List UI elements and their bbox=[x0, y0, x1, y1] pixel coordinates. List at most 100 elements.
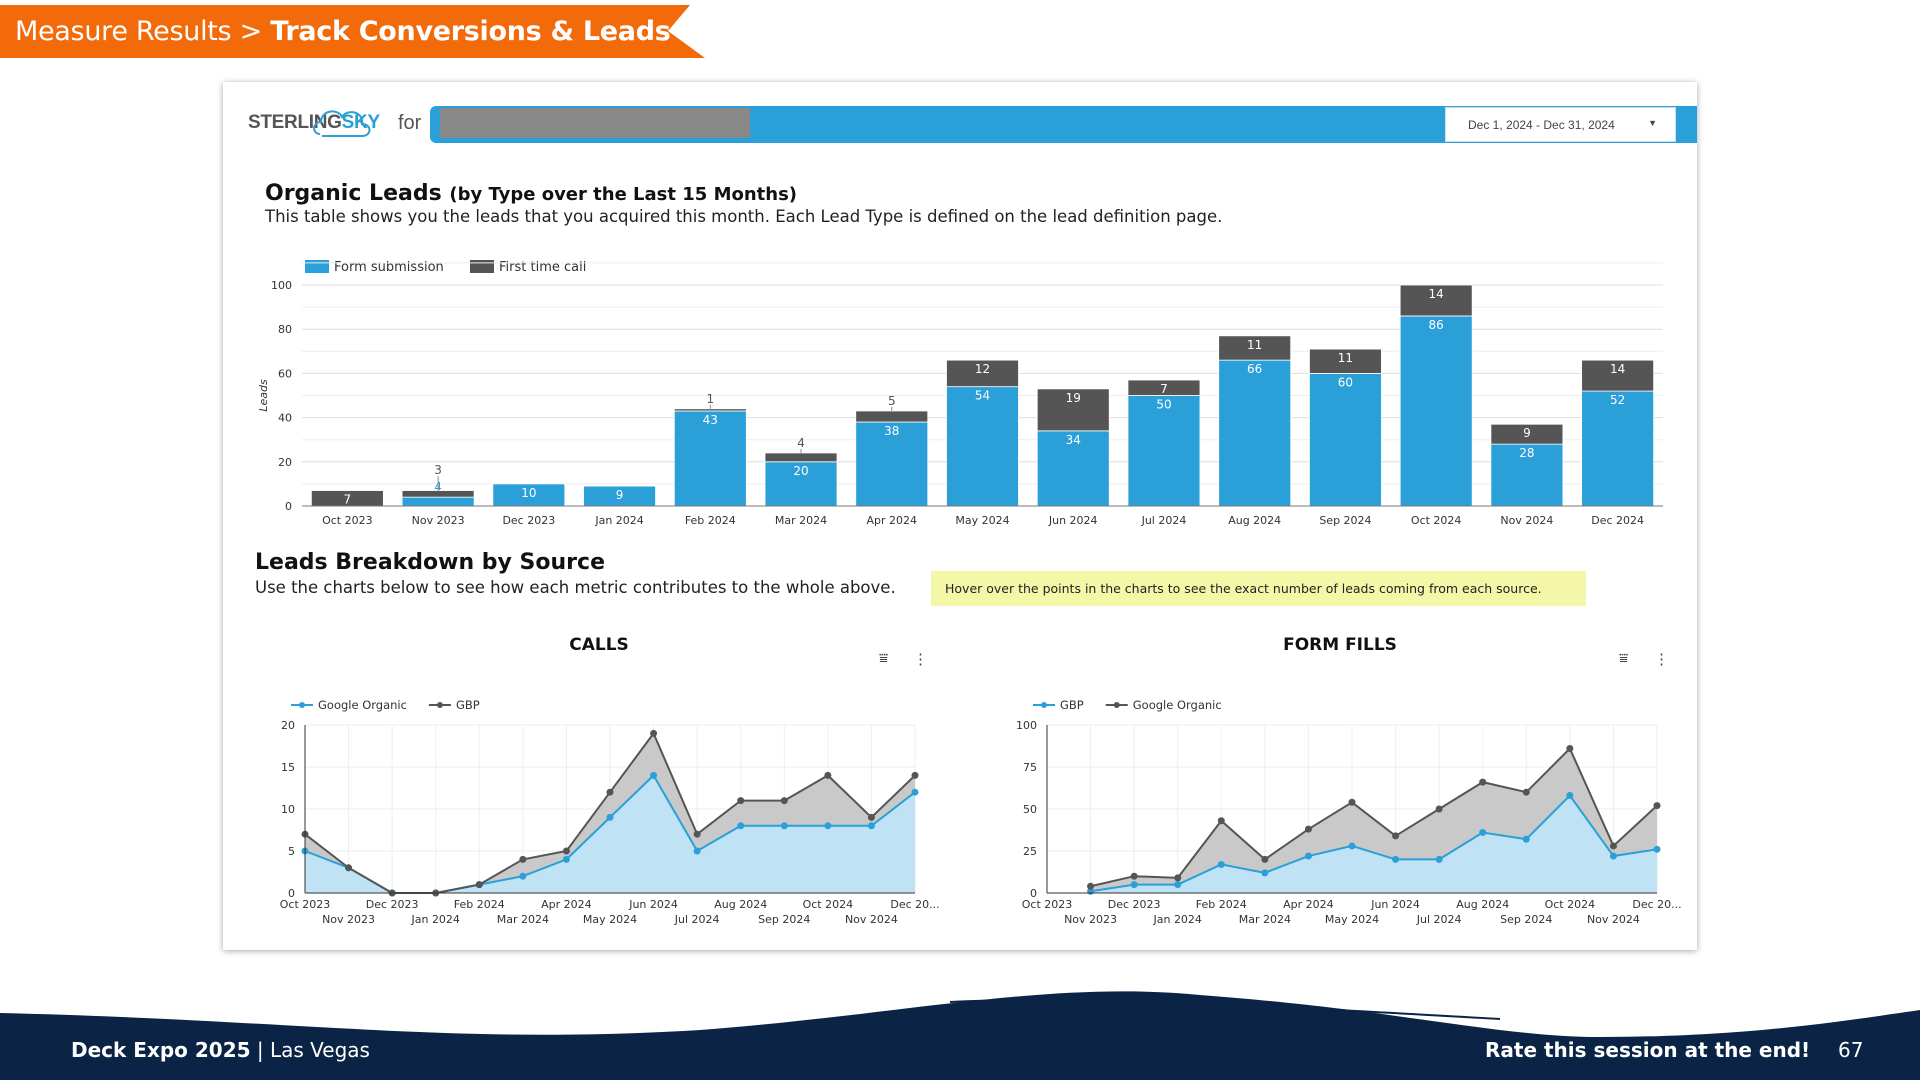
data-point bbox=[1348, 842, 1356, 850]
x-tick-label: Apr 2024 bbox=[1283, 898, 1334, 911]
data-point bbox=[1609, 842, 1617, 850]
y-tick-label: 40 bbox=[278, 412, 292, 425]
legend-swatch bbox=[305, 260, 329, 273]
y-tick-label: 25 bbox=[1023, 845, 1037, 858]
bar-data-label: 28 bbox=[1519, 446, 1534, 460]
area-gbp bbox=[1090, 795, 1657, 893]
x-tick-label: Dec 2023 bbox=[1108, 898, 1161, 911]
x-tick-label: Dec 2024 bbox=[1591, 514, 1644, 527]
x-tick-label: Jan 2024 bbox=[594, 514, 643, 527]
bar-first-time-call bbox=[946, 359, 1019, 388]
for-label: for bbox=[398, 112, 422, 134]
x-tick-label: Apr 2024 bbox=[867, 514, 918, 527]
filter-icon[interactable]: ⩸ bbox=[1619, 650, 1629, 667]
y-tick-label: 20 bbox=[278, 456, 292, 469]
x-tick-label: Dec 2023 bbox=[502, 514, 555, 527]
x-tick-label: Dec 2023 bbox=[366, 898, 419, 911]
bar-data-label: 9 bbox=[1523, 426, 1531, 440]
bar-form-submission bbox=[1399, 315, 1473, 507]
data-point bbox=[1304, 852, 1312, 860]
bar-form-submission bbox=[1036, 430, 1110, 507]
x-tick-label: May 2024 bbox=[1325, 913, 1379, 926]
banner-shape bbox=[0, 5, 705, 58]
data-point bbox=[1130, 872, 1138, 880]
data-point bbox=[1130, 881, 1138, 889]
bar-form-submission bbox=[1218, 359, 1292, 507]
breakdown-title: Leads Breakdown by Source bbox=[255, 550, 605, 575]
more-vert-icon[interactable]: ⋮ bbox=[1654, 651, 1669, 668]
bar-data-label: 3 bbox=[434, 463, 442, 477]
data-point bbox=[606, 788, 614, 796]
x-tick-label: Oct 2023 bbox=[280, 898, 331, 911]
x-tick-label: Nov 2023 bbox=[412, 514, 465, 527]
date-range-picker[interactable]: Dec 1, 2024 - Dec 31, 2024 ▼ bbox=[1445, 107, 1676, 142]
data-point bbox=[1304, 825, 1312, 833]
data-point bbox=[519, 855, 527, 863]
x-tick-label: Oct 2024 bbox=[1545, 898, 1596, 911]
legend-marker bbox=[299, 702, 305, 708]
y-tick-label: 100 bbox=[1016, 719, 1037, 732]
data-point bbox=[1261, 869, 1269, 877]
data-point bbox=[1392, 855, 1400, 863]
bar-data-label: 1 bbox=[706, 392, 714, 406]
footer-wave bbox=[0, 991, 1920, 1080]
y-tick-label: 60 bbox=[278, 367, 292, 380]
filter-icon[interactable]: ⩸ bbox=[879, 650, 889, 667]
data-point bbox=[650, 729, 658, 737]
y-tick-label: 100 bbox=[271, 279, 292, 292]
x-tick-label: Aug 2024 bbox=[714, 898, 767, 911]
x-tick-label: Dec 20... bbox=[890, 898, 939, 911]
x-tick-label: Aug 2024 bbox=[1228, 514, 1281, 527]
bar-data-label: 34 bbox=[1066, 433, 1081, 447]
bar-data-label: 14 bbox=[1429, 287, 1444, 301]
redacted-client-name bbox=[440, 108, 750, 138]
legend-label: Form submission bbox=[334, 260, 444, 275]
bar-data-label: 10 bbox=[521, 486, 536, 500]
data-point bbox=[1566, 745, 1574, 753]
organic-leads-description: This table shows you the leads that you … bbox=[265, 207, 1223, 226]
bar-form-submission bbox=[1309, 373, 1382, 507]
more-vert-icon[interactable]: ⋮ bbox=[913, 651, 928, 668]
bar-form-submission bbox=[946, 386, 1019, 507]
bar-first-time-call bbox=[673, 408, 747, 412]
hover-hint-note: Hover over the points in the charts to s… bbox=[931, 571, 1586, 606]
x-tick-label: Feb 2024 bbox=[454, 898, 505, 911]
data-point bbox=[1217, 817, 1225, 825]
line-gbp bbox=[1090, 794, 1658, 893]
caret-down-icon: ▼ bbox=[1648, 118, 1657, 128]
data-point bbox=[780, 822, 788, 830]
calls-area-chart: Google Organic GBP 0 5 10 15 20 Oct 2023 Nov 202… bbox=[280, 698, 940, 926]
legend-label: GBP bbox=[1060, 698, 1084, 712]
data-point bbox=[824, 771, 832, 779]
bar-data-label: 86 bbox=[1429, 318, 1444, 332]
data-point bbox=[475, 881, 483, 889]
data-point bbox=[650, 771, 658, 779]
data-point bbox=[1087, 882, 1095, 890]
bar-first-time-call bbox=[1309, 348, 1382, 374]
x-tick-label: Jun 2024 bbox=[1370, 898, 1420, 911]
x-tick-label: May 2024 bbox=[955, 514, 1009, 527]
y-tick-label: 75 bbox=[1023, 761, 1037, 774]
data-point bbox=[867, 813, 875, 821]
y-tick-label: 0 bbox=[1030, 887, 1037, 900]
bar-first-time-call bbox=[855, 410, 929, 423]
x-tick-label: May 2024 bbox=[583, 913, 637, 926]
bar-data-label: 20 bbox=[793, 464, 808, 478]
rate-session-link[interactable]: Rate this session at the end! bbox=[1485, 1038, 1811, 1062]
x-tick-label: Jan 2024 bbox=[1152, 913, 1201, 926]
x-tick-label: Sep 2024 bbox=[1319, 514, 1371, 527]
organic-leads-bar-chart: Form submission First time call 0 20 40 60 80 1… bbox=[257, 260, 1663, 527]
data-point bbox=[1435, 855, 1443, 863]
data-point bbox=[1479, 829, 1487, 837]
data-point bbox=[1261, 855, 1269, 863]
bar-first-time-call bbox=[1127, 379, 1201, 396]
section-banner: Measure Results > Track Conversions & Le… bbox=[0, 5, 705, 58]
x-tick-label: Nov 2023 bbox=[1064, 913, 1117, 926]
data-point bbox=[693, 847, 701, 855]
x-tick-label: Sep 2024 bbox=[758, 913, 810, 926]
x-tick-label: Mar 2024 bbox=[775, 514, 827, 527]
banner-title: Track Conversions & Leads bbox=[270, 16, 671, 47]
data-point bbox=[519, 872, 527, 880]
form-fills-area-chart: GBP Google Organic 0 25 50 75 100 Oct 2023 Nov 2… bbox=[1016, 698, 1682, 926]
x-tick-label: Mar 2024 bbox=[1239, 913, 1291, 926]
